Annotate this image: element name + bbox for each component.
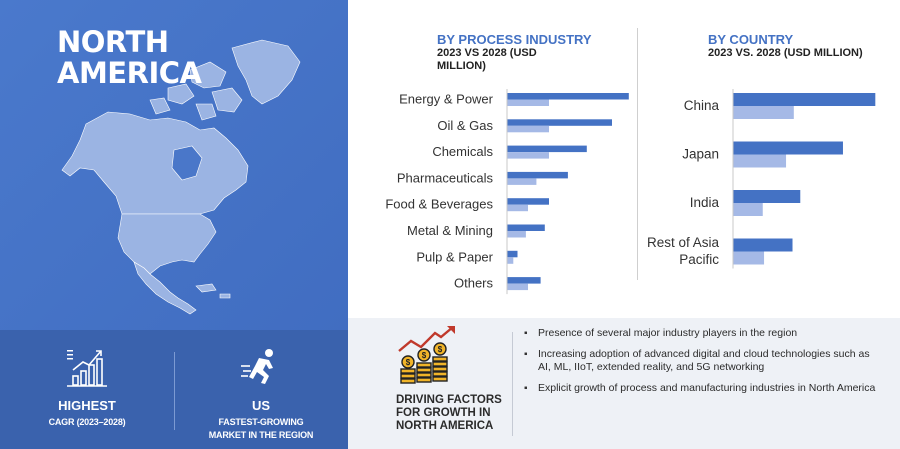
region-title-line1: NORTH <box>57 25 169 59</box>
stats-bar: HIGHEST CAGR (2023–2028) US FASTEST-GROW… <box>0 330 348 449</box>
country-category-label: India <box>690 195 720 210</box>
charts-divider <box>637 28 638 280</box>
industry-category-label: Food & Beverages <box>385 197 493 212</box>
driving-factors-section: $ $ $ DRIVING FACTORS FOR GROWTH IN NORTH … <box>348 318 900 449</box>
industry-chart-subtitle-line1: 2023 VS 2028 (USD <box>437 47 537 59</box>
industry-chart-subtitle-line2: MILLION) <box>437 60 486 72</box>
industry-category-label: Metal & Mining <box>407 223 493 238</box>
industry-bar-secondary <box>507 125 549 133</box>
drivers-divider <box>512 332 513 436</box>
north-america-map-icon <box>61 39 301 315</box>
industry-bar-primary <box>507 250 518 258</box>
driver-item: Presence of several major industry playe… <box>524 327 883 340</box>
stat-small-line2: MARKET IN THE REGION <box>208 430 314 440</box>
svg-text:$: $ <box>438 345 443 354</box>
industry-category-label: Pharmaceuticals <box>397 170 494 185</box>
growth-chart-icon <box>67 350 107 387</box>
country-chart-title: BY COUNTRY <box>708 32 794 47</box>
industry-bar-secondary <box>507 231 526 238</box>
industry-bar-secondary <box>507 99 549 106</box>
drivers-title-line2: FOR GROWTH IN <box>396 407 491 419</box>
country-category-label: Pacific <box>679 252 719 267</box>
industry-category-label: Oil & Gas <box>437 118 493 133</box>
industry-bar-secondary <box>507 204 528 212</box>
coins-growth-icon: $ $ $ <box>398 326 455 384</box>
stat-small-line1: FASTEST-GROWING <box>218 417 304 427</box>
stat-highest-cagr: HIGHEST CAGR (2023–2028) <box>0 330 174 449</box>
country-bar-primary <box>733 141 843 155</box>
stat-small-cagr: CAGR (2023–2028) <box>48 417 126 427</box>
stat-fastest-growing: US FASTEST-GROWING MARKET IN THE REGION <box>174 330 348 449</box>
country-category-label: Rest of Asia <box>647 235 720 250</box>
drivers-title-line3: NORTH AMERICA <box>396 420 494 432</box>
industry-category-label: Energy & Power <box>399 92 494 107</box>
driver-item: Explicit growth of process and manufactu… <box>524 382 883 395</box>
running-person-icon <box>241 349 273 384</box>
country-chart-title-block: BY COUNTRY 2023 VS. 2028 (USD MILLION) <box>708 33 863 60</box>
stats-divider <box>174 352 175 430</box>
drivers-title-line1: DRIVING FACTORS <box>396 394 502 406</box>
country-bar-primary <box>733 238 793 252</box>
stat-big-highest: HIGHEST <box>58 398 116 413</box>
stat-small-fastest: FASTEST-GROWING MARKET IN THE REGION <box>174 416 348 442</box>
industry-category-label: Pulp & Paper <box>416 249 493 264</box>
drivers-list: Presence of several major industry playe… <box>524 327 883 403</box>
industry-bar-primary <box>507 119 612 126</box>
industry-chart-title-block: BY PROCESS INDUSTRY 2023 VS 2028 (USD MI… <box>437 33 592 73</box>
industry-category-label: Others <box>454 276 494 291</box>
industry-bar-primary <box>507 93 629 100</box>
region-title-line2: AMERICA <box>57 56 202 90</box>
industry-bar-primary <box>507 224 545 231</box>
country-bar-primary <box>733 190 801 203</box>
industry-bar-chart: Energy & Power Oil & Gas Chemicals Pharmace… <box>385 89 629 295</box>
country-bar-secondary <box>733 106 794 119</box>
industry-bar-secondary <box>507 283 528 291</box>
country-chart-subtitle: 2023 VS. 2028 (USD MILLION) <box>708 47 863 59</box>
country-bar-secondary <box>733 203 763 216</box>
country-category-label: Japan <box>682 147 719 162</box>
industry-chart-title: BY PROCESS INDUSTRY <box>437 32 592 47</box>
svg-text:$: $ <box>406 358 411 367</box>
industry-bar-secondary <box>507 178 537 185</box>
country-bar-primary <box>733 93 876 106</box>
country-bar-secondary <box>733 251 765 265</box>
region-title: NORTH AMERICA <box>57 25 202 90</box>
stat-big-us: US <box>251 398 271 413</box>
drivers-title: DRIVING FACTORS FOR GROWTH IN NORTH AMER… <box>396 394 502 433</box>
country-bar-secondary <box>733 154 787 168</box>
svg-text:$: $ <box>422 351 427 360</box>
industry-bar-primary <box>507 171 568 179</box>
industry-bar-primary <box>507 277 541 284</box>
country-category-label: China <box>684 98 720 113</box>
industry-bar-primary <box>507 145 587 153</box>
industry-bar-secondary <box>507 257 514 264</box>
industry-category-label: Chemicals <box>432 144 493 159</box>
driver-item: Increasing adoption of advanced digital … <box>524 348 883 374</box>
country-bar-chart: China Japan India Rest of Asia Pacific <box>647 89 876 269</box>
region-panel: NORTH AMERICA HIGHEST CAGR (2023–2028) <box>0 0 348 449</box>
industry-bar-primary <box>507 198 549 205</box>
industry-bar-secondary <box>507 152 549 159</box>
